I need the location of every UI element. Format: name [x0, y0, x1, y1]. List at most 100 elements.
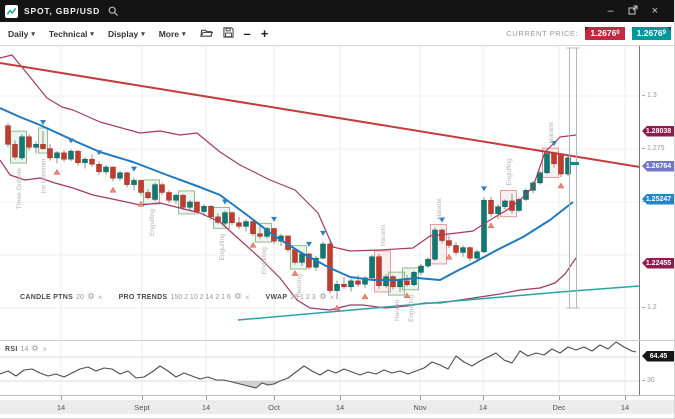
time-tick-label: Nov: [413, 403, 427, 412]
svg-text:Engulfing: Engulfing: [149, 209, 156, 236]
svg-text:Engulfing: Engulfing: [261, 247, 268, 274]
measure-bracket[interactable]: [566, 47, 580, 309]
price-badge: 64.45: [642, 350, 674, 362]
rsi-line: [0, 341, 637, 389]
price-badge: 1.22455: [642, 257, 674, 269]
zoom-in-button[interactable]: +: [260, 25, 269, 41]
price-tick-label: 30: [642, 377, 655, 384]
price-chart[interactable]: Three Outside Inv Hammer Engulfing Engulfin…: [0, 45, 640, 395]
price-tick-label: 1.275: [642, 145, 665, 152]
time-tick: [420, 396, 421, 400]
time-tick: [625, 396, 626, 400]
overlay-trendline[interactable]: [0, 62, 640, 168]
time-tick-label: Sept: [134, 403, 150, 412]
price-badge: 1.25247: [642, 193, 674, 205]
app-logo-icon: [5, 4, 18, 18]
toolbar: Daily ▾ Technical ▾ Display ▾ More ▾ – + CURREN…: [0, 22, 674, 46]
pattern-labels: Three Outside Inv Hammer Engulfing Engulfin…: [16, 122, 555, 322]
overlay-band-lower[interactable]: [0, 159, 577, 311]
indicator-vwap: VWAP 20 1 2 3 ×: [265, 292, 335, 302]
open-folder-icon[interactable]: [199, 25, 213, 43]
time-tick-label: 14: [620, 403, 630, 412]
indicator-candle-ptns: CANDLE PTNS 20 ×: [20, 292, 103, 302]
close-icon[interactable]: ×: [42, 344, 48, 354]
time-axis-band: [0, 400, 674, 414]
rsi-panel: [0, 341, 640, 389]
indicator-label-row: CANDLE PTNS 20 × PRO TRENDS 150 2 10 2 14 2 …: [20, 292, 334, 302]
svg-text:Engulfing: Engulfing: [506, 158, 513, 185]
chevron-down-icon: ▾: [141, 30, 145, 38]
time-tick-label: Dec: [552, 403, 566, 412]
time-tick: [142, 396, 143, 400]
time-tick: [61, 396, 62, 400]
gear-icon[interactable]: [319, 292, 327, 302]
time-tick-label: 14: [201, 403, 211, 412]
svg-text:Harami: Harami: [548, 122, 555, 143]
time-tick-label: 14: [478, 403, 488, 412]
price-axis[interactable]: 1.31.2751.251.2301.280381.267641.252471.…: [640, 45, 674, 395]
window-title: SPOT, GBP/USD: [24, 6, 101, 16]
gear-icon[interactable]: [31, 344, 39, 354]
svg-text:Three Outside: Three Outside: [16, 168, 23, 210]
time-axis[interactable]: 14 Sept 14 Oct 14 Nov 14 Dec 14: [0, 395, 674, 418]
current-price-label: CURRENT PRICE:: [506, 29, 579, 38]
time-tick: [483, 396, 484, 400]
gear-icon[interactable]: [234, 292, 242, 302]
rsi-indicator-params: 14: [20, 345, 29, 353]
close-button[interactable]: ×: [651, 5, 658, 17]
close-icon[interactable]: ×: [244, 292, 250, 302]
time-tick: [274, 396, 275, 400]
menu-daily[interactable]: Daily ▾: [8, 28, 35, 39]
time-tick: [206, 396, 207, 400]
menu-technical[interactable]: Technical ▾: [48, 28, 94, 39]
time-tick: [559, 396, 560, 400]
chevron-down-icon: ▾: [31, 30, 35, 38]
minimize-button[interactable]: –: [607, 5, 614, 17]
zoom-out-button[interactable]: –: [243, 25, 251, 41]
overlay-moving-average[interactable]: [0, 107, 574, 281]
last-price-marker: [570, 162, 579, 165]
close-icon[interactable]: ×: [97, 292, 103, 302]
ask-price-badge: 1.26769: [631, 27, 672, 40]
menu-more[interactable]: More ▾: [158, 28, 186, 39]
current-price-area: CURRENT PRICE: 1.26760 1.26769: [506, 27, 674, 40]
rsi-indicator-name: RSI: [5, 345, 18, 353]
chevron-down-icon: ▾: [90, 30, 94, 38]
indicator-pro-trends: PRO TRENDS 150 2 10 2 14 2 1 6 ×: [118, 292, 250, 302]
gridlines: [0, 45, 640, 395]
price-tick-label: 1.2: [642, 304, 657, 311]
bid-price-badge: 1.26760: [585, 27, 625, 40]
svg-text:Harami: Harami: [436, 198, 443, 219]
svg-text:Engulfing: Engulfing: [408, 294, 415, 321]
save-icon[interactable]: [222, 25, 234, 43]
popout-icon[interactable]: [628, 5, 638, 17]
chevron-down-icon: ▾: [182, 30, 186, 38]
gear-icon[interactable]: [87, 292, 95, 302]
search-icon[interactable]: [108, 6, 119, 17]
svg-text:Engulfing: Engulfing: [219, 233, 226, 260]
price-badge: 1.28038: [642, 125, 674, 137]
rsi-panel-divider[interactable]: [0, 340, 674, 341]
close-icon[interactable]: ×: [329, 292, 335, 302]
time-tick: [340, 396, 341, 400]
pattern-markers: [40, 119, 565, 311]
title-bar: SPOT, GBP/USD – ×: [0, 0, 674, 22]
overlay-band-upper[interactable]: [0, 54, 577, 252]
menu-area: Daily ▾ Technical ▾ Display ▾ More ▾: [0, 29, 186, 39]
svg-text:Piercing: Piercing: [296, 274, 303, 298]
svg-text:Harami: Harami: [380, 225, 387, 246]
rsi-oversold-fill: [228, 381, 280, 388]
svg-text:Harami: Harami: [394, 300, 401, 321]
price-badge: 1.26764: [642, 160, 674, 172]
time-tick-label: 14: [56, 403, 66, 412]
pattern-boxes: [10, 127, 559, 296]
overlay-vwap[interactable]: [237, 285, 640, 321]
time-tick-label: Oct: [268, 403, 280, 412]
menu-display[interactable]: Display ▾: [107, 28, 145, 39]
svg-text:Inv Hammer: Inv Hammer: [41, 157, 48, 193]
rsi-label-row: RSI 14 ×: [5, 344, 47, 354]
candles: [5, 123, 571, 300]
price-tick-label: 1.3: [642, 92, 657, 99]
time-tick-label: 14: [335, 403, 345, 412]
